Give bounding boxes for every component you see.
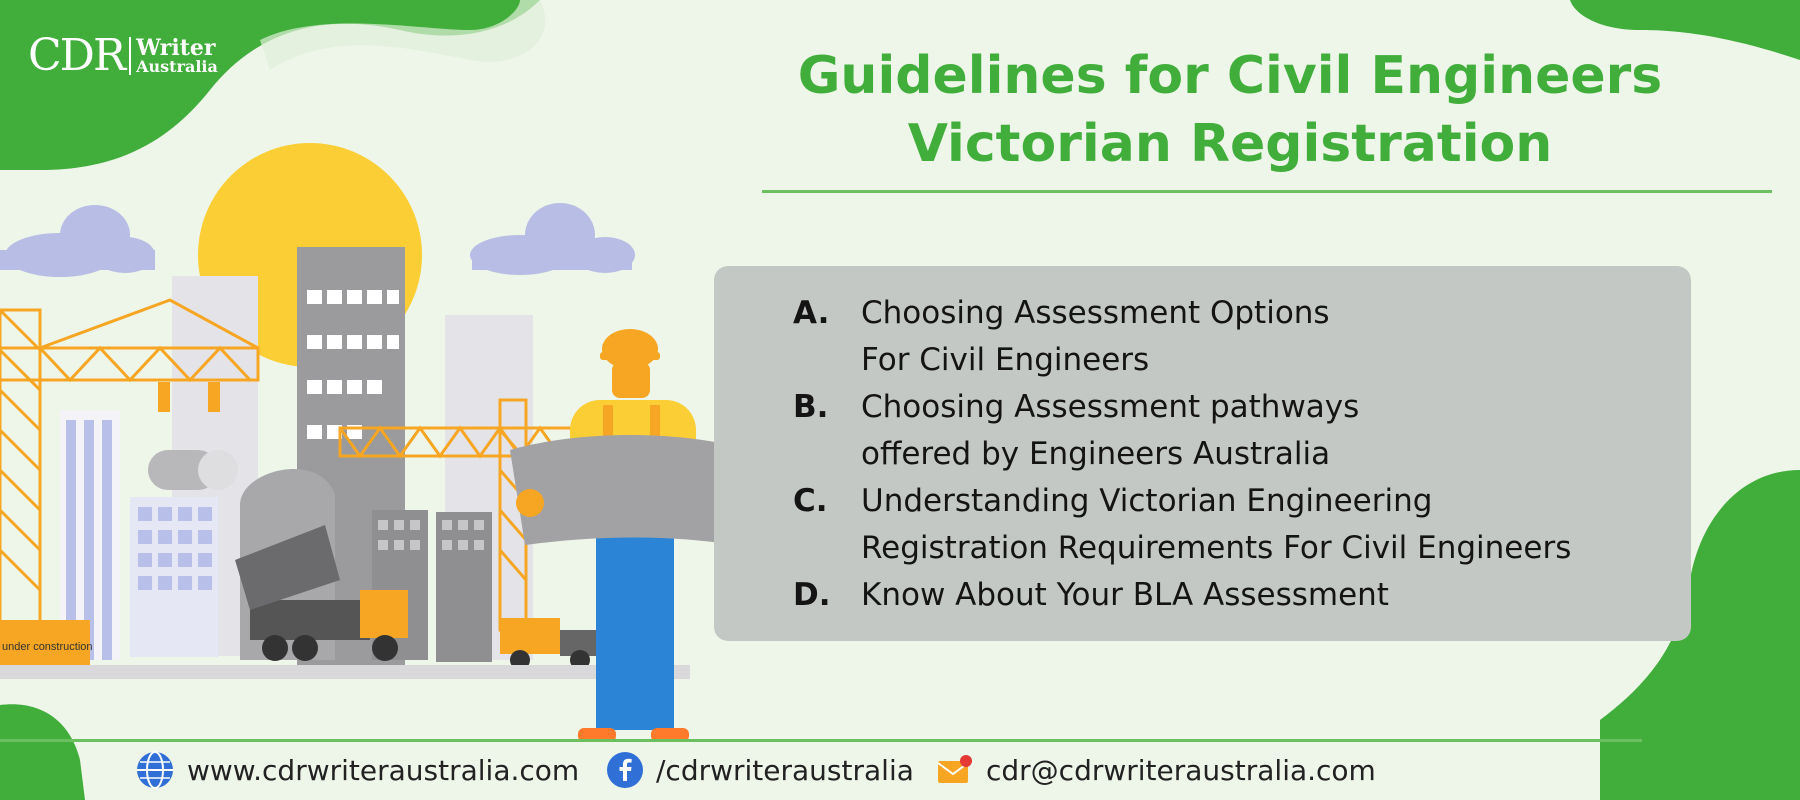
- bottom-left-blob: [0, 704, 85, 800]
- cloud-left: [0, 205, 155, 277]
- construction-sign: under construction: [2, 641, 93, 653]
- logo-divider: [129, 37, 132, 75]
- small-truck: [500, 618, 600, 670]
- item-letter: A.: [793, 295, 830, 331]
- page-title: Guidelines for Civil Engineers Victorian…: [760, 42, 1700, 178]
- facebook-icon: [607, 752, 643, 788]
- footer-contacts: www.cdrwriteraustralia.com /cdrwriteraus…: [0, 748, 1800, 792]
- item-line-1: Choosing Assessment Options: [861, 295, 1330, 331]
- item-line-2: For Civil Engineers: [861, 342, 1150, 378]
- tower-windows: [307, 290, 399, 439]
- list-item: C. Understanding Victorian Engineering R…: [793, 478, 1571, 572]
- crane-hook-2: [208, 382, 220, 412]
- list-item: B. Choosing Assessment pathways offered …: [793, 384, 1571, 478]
- top-right-blob: [1570, 0, 1800, 60]
- building-stripes: [66, 420, 112, 660]
- engineer: [510, 329, 750, 742]
- item-text: Understanding Victorian Engineering Regi…: [861, 478, 1571, 572]
- guidelines-list: A. Choosing Assessment Options For Civil…: [793, 290, 1571, 619]
- top-left-blob-shade: [260, 0, 546, 70]
- title-line-1: Guidelines for Civil Engineers: [797, 46, 1663, 106]
- small-windows: [378, 520, 484, 550]
- title-line-2: Victorian Registration: [907, 114, 1553, 174]
- email-link[interactable]: cdr@cdrwriteraustralia.com: [936, 748, 1376, 792]
- guidelines-panel: [714, 266, 1691, 641]
- brand-logo: CDR Writer Australia: [28, 34, 218, 78]
- item-letter: C.: [793, 483, 828, 519]
- list-item: D. Know About Your BLA Assessment: [793, 572, 1571, 619]
- building-grey-small-2: [436, 512, 492, 662]
- top-left-blob: [0, 0, 540, 170]
- barrier: [0, 620, 90, 665]
- logo-word-australia: Australia: [136, 57, 218, 76]
- item-letter: B.: [793, 389, 829, 425]
- title-divider: [762, 190, 1772, 193]
- pipes: [148, 450, 238, 490]
- email-text: cdr@cdrwriteraustralia.com: [986, 753, 1376, 787]
- website-text: www.cdrwriteraustralia.com: [187, 753, 580, 787]
- dump-truck: [235, 525, 408, 661]
- blue-windows: [138, 507, 212, 590]
- facebook-text: /cdrwriteraustralia: [656, 753, 914, 787]
- website-link[interactable]: www.cdrwriteraustralia.com: [135, 748, 579, 792]
- item-line-1: Understanding Victorian Engineering: [861, 483, 1433, 519]
- cloud-right: [470, 203, 635, 275]
- item-line-1: Know About Your BLA Assessment: [861, 577, 1389, 613]
- ground: [0, 665, 690, 679]
- logo-word-writer: Writer: [136, 35, 216, 61]
- item-line-1: Choosing Assessment pathways: [861, 389, 1360, 425]
- facebook-link[interactable]: /cdrwriteraustralia: [606, 748, 914, 792]
- logo-wordmark: Writer Australia: [136, 37, 218, 75]
- list-item: A. Choosing Assessment Options For Civil…: [793, 290, 1571, 384]
- item-text: Choosing Assessment Options For Civil En…: [861, 290, 1330, 384]
- item-line-2: Registration Requirements For Civil Engi…: [861, 530, 1572, 566]
- logo-mark: CDR: [28, 30, 126, 81]
- item-line-2: offered by Engineers Australia: [861, 436, 1331, 472]
- footer-divider: [0, 739, 1642, 742]
- item-text: Know About Your BLA Assessment: [861, 572, 1389, 619]
- item-letter: D.: [793, 577, 831, 613]
- bottom-right-blob: [1600, 470, 1800, 800]
- mail-icon: [937, 755, 972, 783]
- globe-icon: [137, 751, 173, 789]
- crane-hook: [158, 382, 170, 412]
- item-text: Choosing Assessment pathways offered by …: [861, 384, 1359, 478]
